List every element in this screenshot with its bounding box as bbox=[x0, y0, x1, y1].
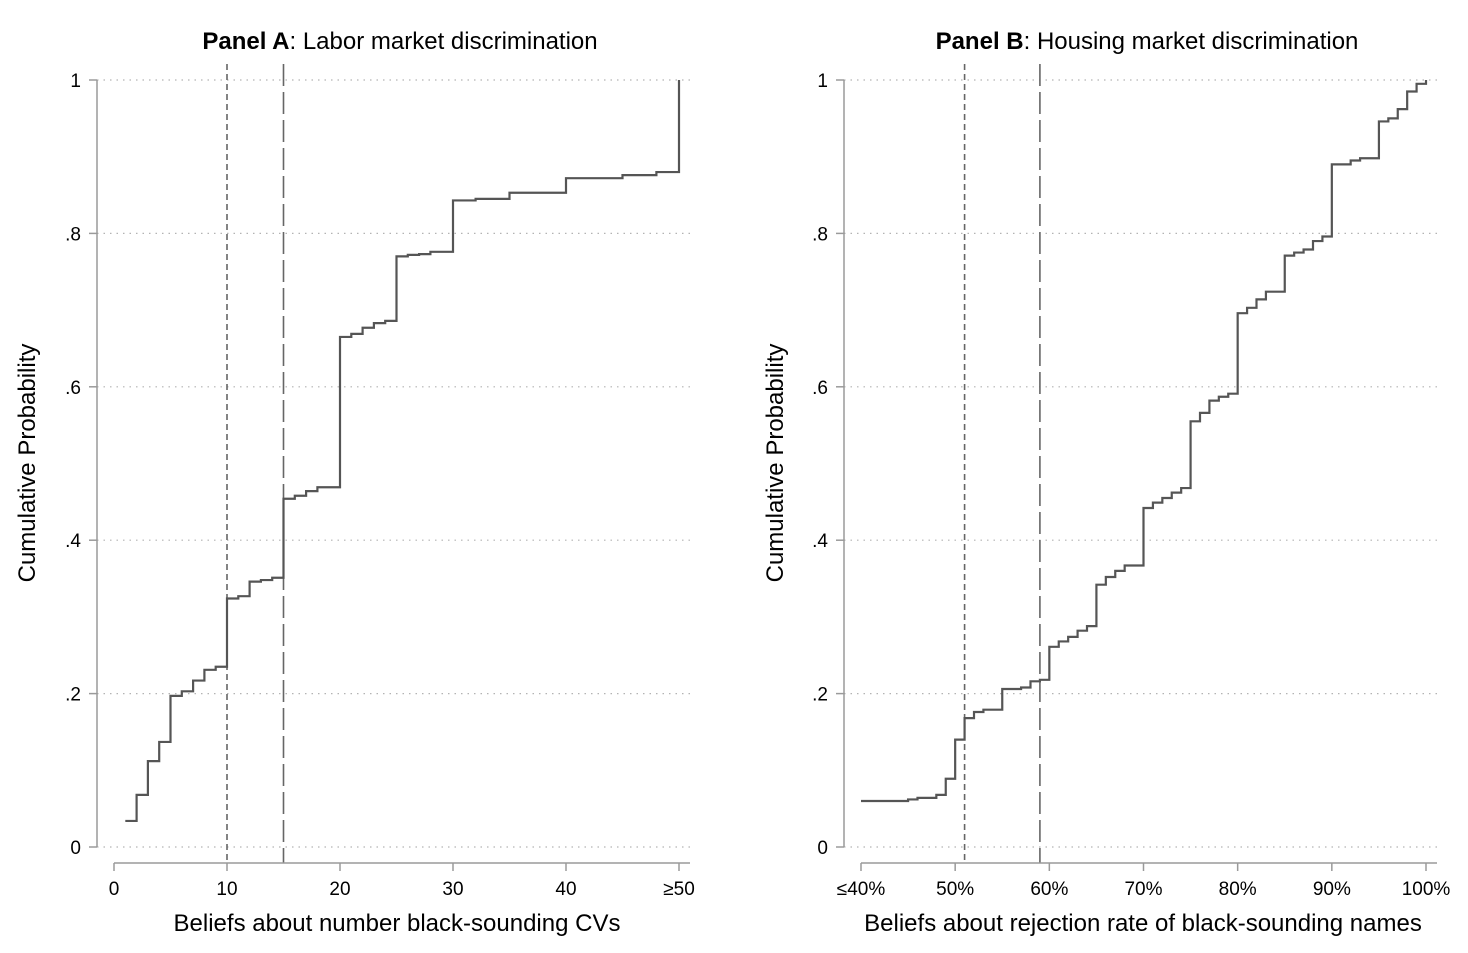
panel-b-reference-lines bbox=[963, 64, 1041, 863]
panel-a-title-bold: Panel A bbox=[202, 28, 289, 55]
panel-a-ticks: 0.2.4.6.810 10 20 30 40 ≥50 bbox=[65, 71, 695, 900]
panel-a-x-axis-label: Beliefs about number black-sounding CVs bbox=[174, 910, 621, 937]
panel-b-title-bold: Panel B bbox=[936, 28, 1024, 55]
panel-a-cdf-step-line bbox=[125, 80, 681, 823]
panel-b-cdf-step-line bbox=[861, 80, 1428, 803]
panel-b-y-tick-label: 0 bbox=[817, 838, 828, 859]
panel-b-x-tick-label: 80% bbox=[1219, 879, 1257, 900]
panel-b-x-tick-label: 60% bbox=[1030, 879, 1068, 900]
panel-a-title-rest: : Labor market discrimination bbox=[290, 28, 598, 55]
panel-a-y-tick-label: .6 bbox=[65, 378, 81, 399]
panel-b-x-tick-label: 70% bbox=[1124, 879, 1162, 900]
panel-b-x-tick-label: 100% bbox=[1402, 879, 1451, 900]
panel-a-y-tick-label: .2 bbox=[65, 685, 81, 706]
panel-a-x-tick-label: 0 bbox=[109, 879, 120, 900]
panel-a-x-tick-label: 20 bbox=[329, 879, 350, 900]
panel-a-x-tick-label: ≥50 bbox=[663, 879, 695, 900]
panel-b-axes bbox=[843, 80, 1437, 864]
panel-b-y-tick-label: .4 bbox=[812, 531, 828, 552]
panel-b-y-tick-label: .6 bbox=[812, 378, 828, 399]
panel-b-y-tick-label: 1 bbox=[817, 71, 828, 92]
panel-a-gridlines bbox=[97, 79, 690, 848]
panel-b-y-axis-label: Cumulative Probability bbox=[762, 344, 789, 583]
panel-b-y-tick-label: .2 bbox=[812, 685, 828, 706]
panel-b-title: Panel B: Housing market discrimination bbox=[936, 28, 1359, 55]
panel-a-title: Panel A: Labor market discrimination bbox=[202, 28, 597, 55]
panel-a-y-axis-label: Cumulative Probability bbox=[14, 344, 41, 583]
panel-a-y-tick-label: 0 bbox=[70, 838, 81, 859]
panel-b: Panel B: Housing market discrimination 0… bbox=[762, 28, 1450, 937]
panel-a-x-tick-label: 40 bbox=[555, 879, 576, 900]
panel-a-series bbox=[125, 80, 681, 823]
panel-b-x-axis-label: Beliefs about rejection rate of black-so… bbox=[864, 910, 1422, 937]
panel-a-y-tick-label: .8 bbox=[65, 224, 81, 245]
panel-b-title-rest: : Housing market discrimination bbox=[1024, 28, 1359, 55]
panel-b-series bbox=[861, 80, 1428, 803]
panel-a-x-tick-label: 10 bbox=[216, 879, 237, 900]
panel-b-y-tick-label: .8 bbox=[812, 224, 828, 245]
panel-a-reference-lines bbox=[226, 64, 285, 863]
panel-a: Panel A: Labor market discrimination 0 .2… bbox=[14, 28, 695, 937]
panel-a-y-tick-label: .4 bbox=[65, 531, 81, 552]
panel-a-axes bbox=[96, 80, 690, 864]
panel-b-x-tick-label: ≤40% bbox=[837, 879, 886, 900]
panel-b-x-tick-label: 90% bbox=[1313, 879, 1351, 900]
panel-a-y-tick-label: 1 bbox=[70, 71, 81, 92]
panel-a-x-tick-label: 30 bbox=[442, 879, 463, 900]
panel-b-x-tick-label: 50% bbox=[936, 879, 974, 900]
panel-b-ticks: 0 .2 .4 .6 .8 1 ≤40% 50% 60% 70% 80% 90% 100% bbox=[812, 71, 1450, 900]
panel-b-gridlines bbox=[844, 79, 1437, 848]
